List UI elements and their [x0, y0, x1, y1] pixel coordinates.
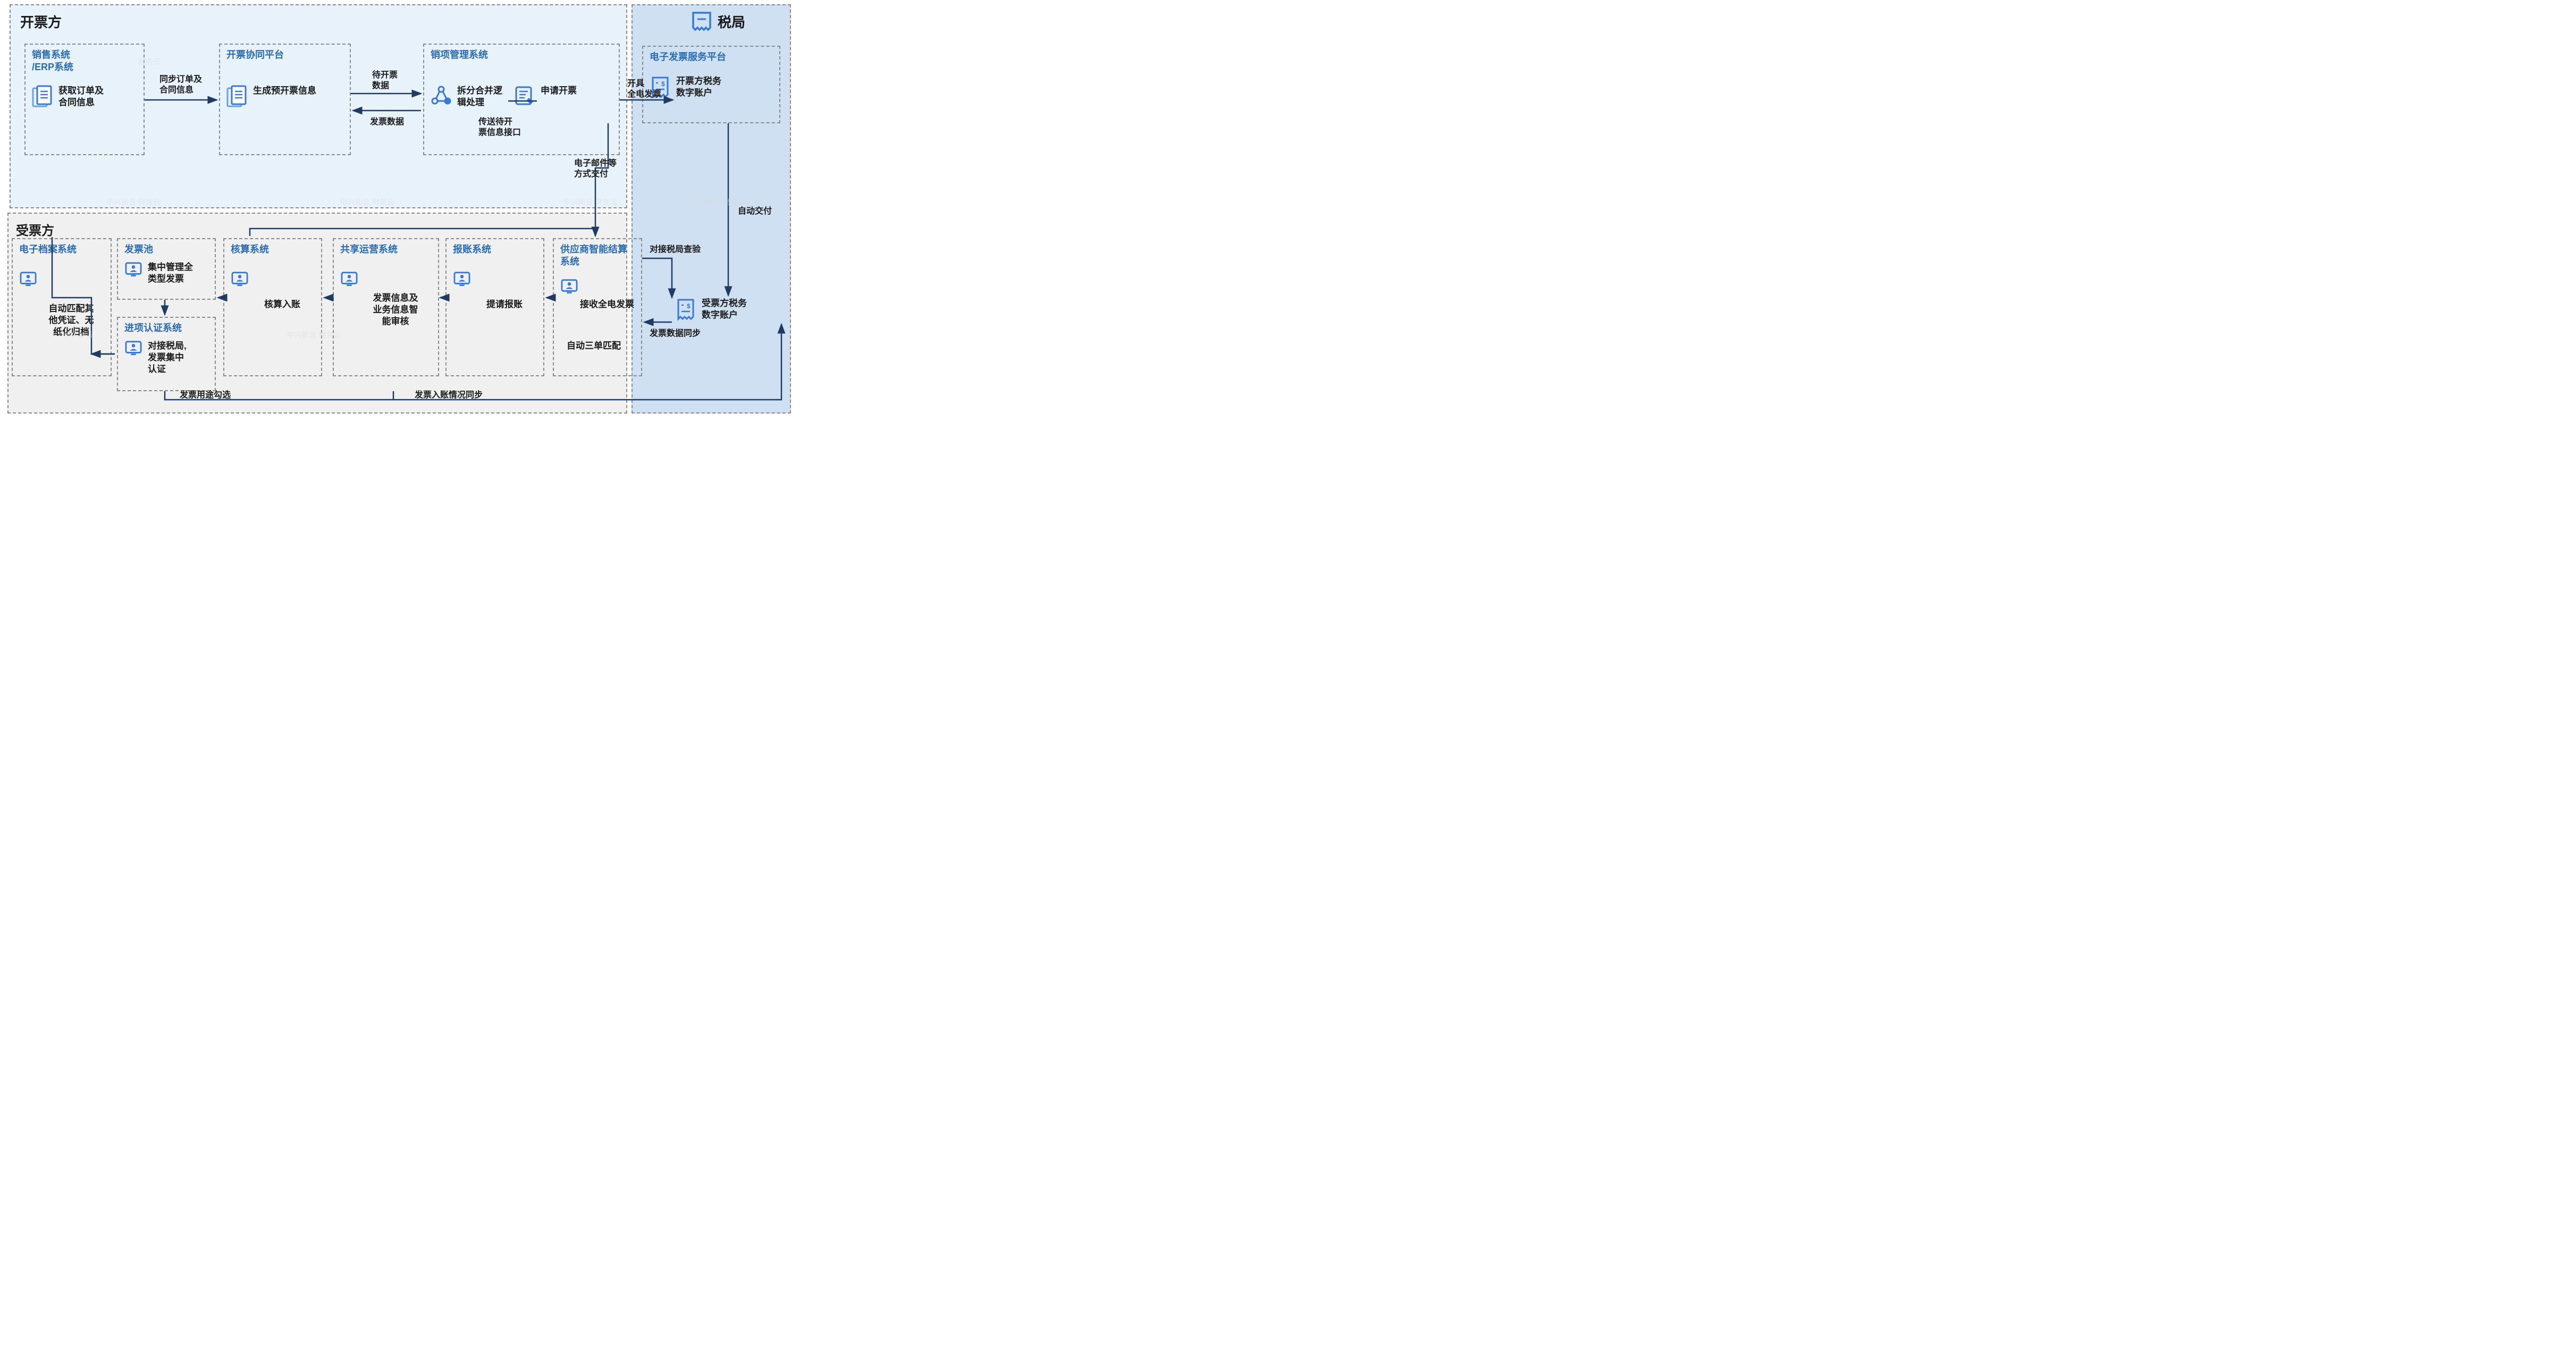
user-icon	[453, 271, 471, 290]
user-icon	[19, 271, 37, 290]
box-title: 报账系统	[453, 243, 537, 256]
user-icon	[124, 262, 142, 280]
edge-label-e5: 开具全电发票	[627, 79, 661, 100]
edge-label-e17: 发票入账情况同步	[415, 390, 483, 401]
svg-text:$: $	[661, 80, 665, 88]
box-sales_mgmt: 销项管理系统 拆分合并逻辑处理 申请开票	[423, 44, 620, 155]
edge-label-e16: 发票用途勾选	[180, 390, 231, 401]
svg-text:$: $	[687, 302, 691, 310]
box-input_cert: 进项认证系统 对接税局,发票集中认证	[117, 317, 216, 391]
edge-label-e1: 同步订单及合同信息	[159, 74, 202, 96]
doc-icon	[32, 85, 53, 111]
edge-label-e2: 待开票数据	[372, 70, 398, 91]
box-title: 电子档案系统	[19, 243, 104, 256]
user-icon	[231, 271, 249, 290]
box-title: 核算系统	[231, 243, 315, 256]
edge-label-e8: 对接税局查验	[650, 244, 701, 255]
edge-label-e9: 发票数据同步	[650, 328, 701, 339]
user-icon	[124, 340, 142, 359]
box-e_archive: 电子档案系统 自动匹配其他凭证、无纸化归档	[12, 238, 112, 376]
user-icon	[340, 271, 358, 290]
box-title: 供应商智能结算系统	[560, 243, 635, 267]
receipt-icon: $	[675, 298, 696, 324]
box-sales_erp: 销售系统/ERP系统 获取订单及合同信息	[24, 44, 145, 155]
box-title: 共享运营系统	[340, 243, 432, 256]
box-title: 销售系统/ERP系统	[32, 49, 137, 73]
edge-label-e3r: 发票数据	[370, 117, 404, 128]
share-icon	[431, 85, 452, 109]
region-issuer-label: 开票方	[20, 12, 62, 31]
tax-receiver-account: $ 受票方税务数字账户	[675, 298, 780, 324]
box-title: 发票池	[124, 243, 208, 256]
user-icon	[560, 279, 578, 297]
box-title: 开票协同平台	[226, 49, 343, 61]
region-receiver-label: 受票方	[16, 220, 54, 239]
doc-icon	[226, 85, 248, 111]
box-accounting: 核算系统 核算入账	[223, 238, 322, 376]
box-supplier: 供应商智能结算系统 接收全电发票自动三单匹配	[553, 238, 642, 376]
box-kp_platform: 开票协同平台 生成预开票信息	[219, 44, 351, 155]
receipt-icon	[690, 10, 713, 36]
tax-receiver-account-text: 受票方税务数字账户	[702, 298, 747, 321]
box-e_invoice_platform: 电子发票服务平台 $ 开票方税务数字账户	[642, 46, 780, 123]
box-shared_ops: 共享运营系统 发票信息及业务信息智能审核	[333, 238, 439, 376]
edge-label-e7: 自动交付	[738, 206, 772, 217]
box-invoice_pool: 发票池 集中管理全类型发票	[117, 238, 216, 300]
box-title: 销项管理系统	[431, 49, 612, 61]
box-title: 电子发票服务平台	[650, 51, 773, 63]
edge-label-e6: 电子邮件等方式交付	[574, 158, 617, 180]
edge-label-e4: 传送待开票信息接口	[478, 117, 521, 138]
region-tax-label: 税局	[718, 12, 745, 31]
box-title: 进项认证系统	[124, 322, 208, 334]
box-reimburse: 报账系统 提请报账	[445, 238, 544, 376]
note-icon	[514, 85, 535, 109]
